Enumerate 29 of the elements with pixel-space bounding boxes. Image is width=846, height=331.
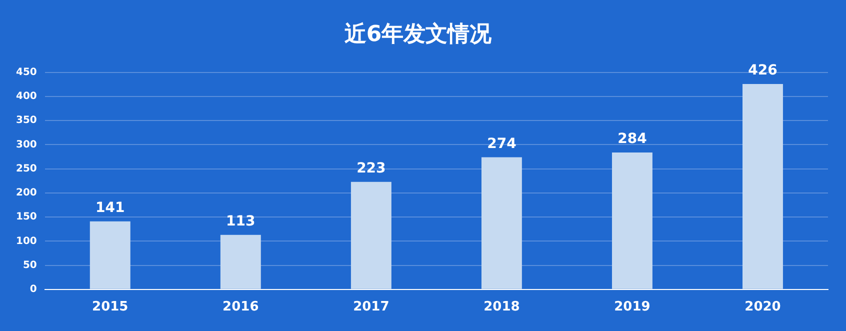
bar [350,182,392,289]
y-tick-label: 300 [16,139,37,150]
data-label: 426 [748,62,778,79]
x-tick-label: 2016 [222,300,259,315]
bar [612,152,652,289]
y-tick-label: 50 [22,260,37,271]
bar [481,157,522,289]
data-label: 274 [487,136,517,152]
y-tick-label: 100 [16,236,37,247]
x-tick-label: 2019 [614,300,650,315]
x-tick-label: 2018 [484,300,520,315]
data-label: 113 [226,214,256,230]
y-tick-label: 200 [16,188,37,199]
bar [90,221,130,289]
x-tick-label: 2017 [353,300,390,315]
y-tick-label: 0 [30,284,37,295]
y-tick-label: 400 [16,91,37,102]
y-tick-label: 350 [16,115,37,126]
data-label: 223 [356,160,386,177]
y-tick-label: 450 [16,66,37,78]
bar [220,234,261,289]
y-tick-label: 150 [16,212,37,223]
data-label: 284 [618,131,648,148]
bar [742,84,783,289]
x-tick-label: 2020 [744,300,781,315]
chart-title: 近6年发文情况 [343,20,493,47]
y-tick-label: 250 [16,163,37,174]
data-label: 141 [96,200,125,216]
x-tick-label: 2015 [92,300,128,315]
